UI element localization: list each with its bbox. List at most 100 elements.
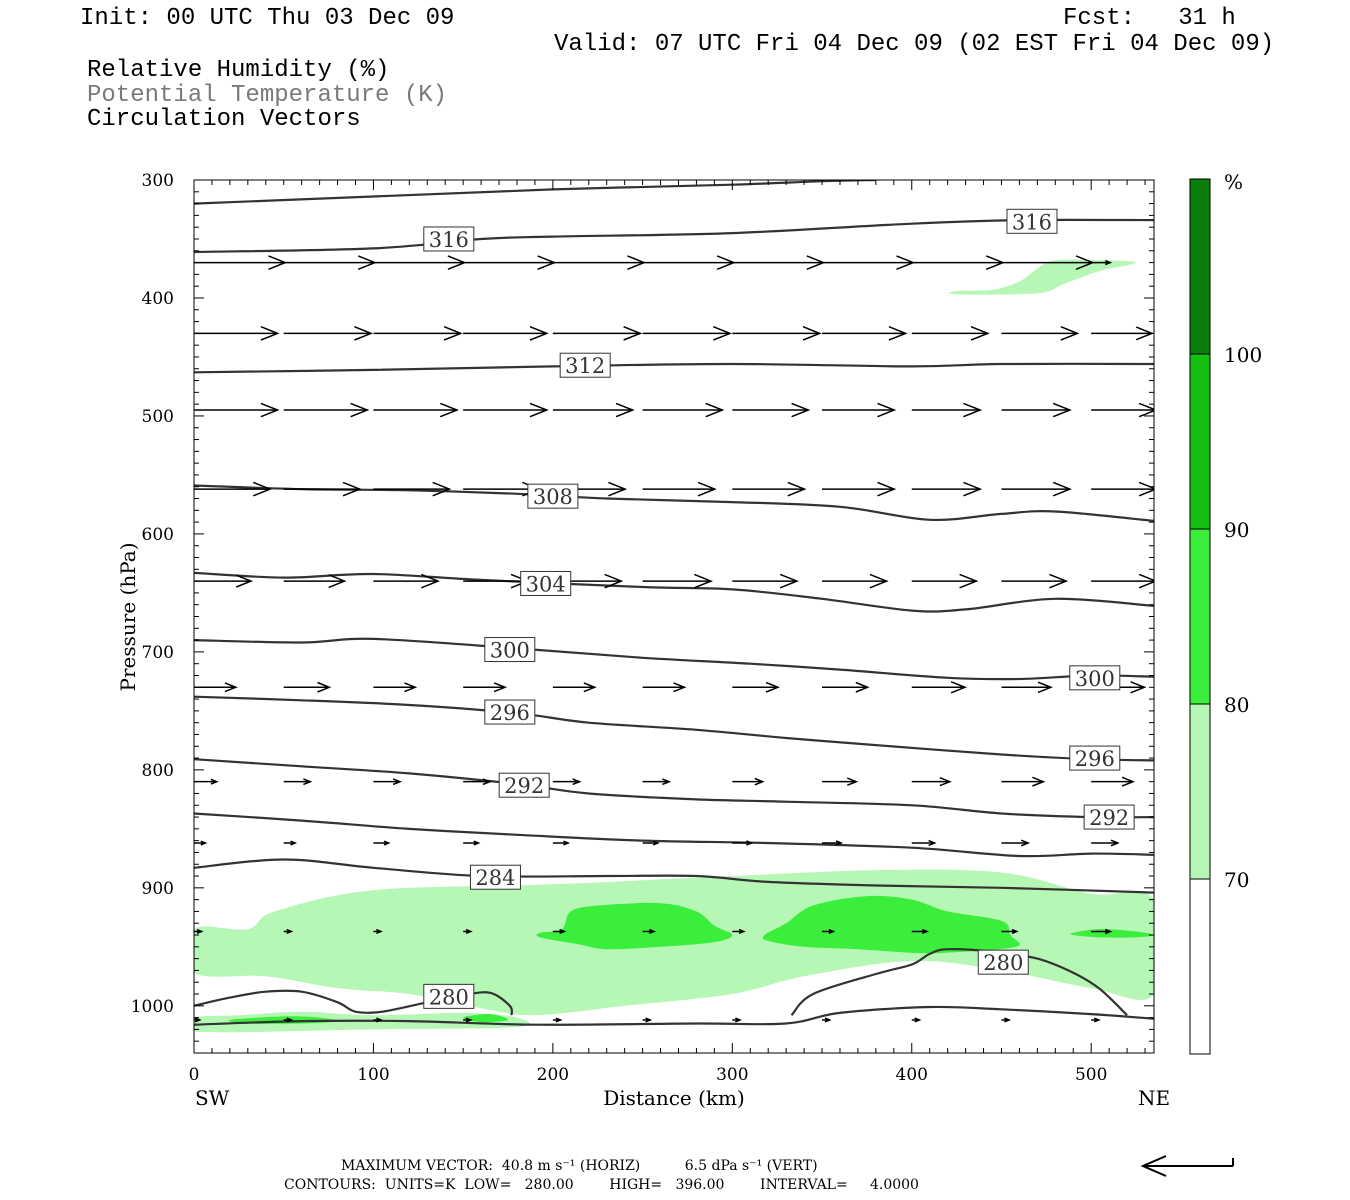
vector-head: [970, 326, 990, 341]
circulation-vector: [373, 1017, 384, 1023]
vector-head: [1032, 776, 1046, 787]
x-tick-label: 300: [716, 1065, 748, 1085]
circulation-vector: [463, 573, 530, 589]
vector-head: [623, 326, 643, 341]
colorbar-segment: [1190, 529, 1210, 704]
vector-head: [649, 928, 657, 934]
contour-label: 312: [565, 354, 605, 378]
x-tick-label: 500: [1075, 1065, 1107, 1085]
vector-head: [440, 402, 460, 418]
contour-label-box: [527, 483, 579, 509]
contour-label-box: [1083, 804, 1135, 830]
colorbar-segment: [1190, 179, 1210, 354]
vector-head: [224, 682, 238, 693]
reference-vector-icon: [1140, 1155, 1234, 1177]
y-tick-label: 300: [142, 171, 174, 191]
circulation-vector: [1001, 573, 1069, 589]
circulation-vector: [194, 326, 280, 341]
vector-head: [1037, 681, 1053, 694]
circulation-vector: [463, 402, 549, 418]
circulation-vector: [463, 840, 481, 846]
vector-head: [260, 402, 280, 418]
contour-label-box: [469, 864, 521, 890]
theta-contour-316: [194, 218, 1154, 254]
x-tick-label: 400: [896, 1065, 928, 1085]
contour-label-box: [1006, 208, 1058, 234]
colorbar: 70 80 90 100%: [1189, 170, 1262, 1055]
circulation-vector: [373, 481, 452, 497]
y-tick-label: 1000: [131, 997, 174, 1017]
vector-head: [694, 573, 714, 589]
vector-head: [354, 326, 374, 341]
contour-label: 292: [504, 774, 544, 798]
vector-head: [376, 1017, 384, 1023]
circulation-vector: [552, 402, 635, 418]
vector-head: [828, 928, 836, 934]
circulation-vector: [732, 481, 807, 497]
circulation-vector: [911, 928, 930, 935]
vector-head: [791, 402, 811, 418]
circulation-vector: [732, 928, 746, 934]
circulation-vector: [911, 255, 1006, 270]
circulation-vector: [642, 840, 660, 846]
circulation-vector: [194, 574, 254, 588]
vector-head: [877, 402, 897, 418]
contour-label-box: [484, 637, 536, 663]
vector-head: [604, 573, 624, 589]
circulation-vector: [642, 682, 687, 693]
circulation-vector: [373, 402, 460, 418]
x-end-label-sw: SW: [195, 1086, 230, 1110]
vector-head: [802, 326, 822, 341]
circulation-vector: [642, 1017, 653, 1023]
vector-head: [1049, 573, 1069, 589]
contour-labels: 316 316 312 308 304 300 300 296 296 292 292 284 280 2…: [423, 208, 1135, 1009]
circulation-vector: [373, 778, 403, 786]
circulation-vector: [552, 928, 567, 935]
circulation-vector: [552, 682, 597, 693]
circulation-vector: [1091, 839, 1120, 847]
circulation-vector: [463, 778, 492, 786]
circulation-vector: [463, 1017, 473, 1023]
theta-contour-312: [194, 362, 1154, 374]
circulation-vector: [642, 573, 714, 589]
circulation-vector: [642, 928, 657, 934]
vector-head: [1121, 776, 1136, 787]
vector-head: [583, 682, 597, 693]
circulation-vector: [642, 778, 672, 786]
y-tick-label: 700: [142, 643, 174, 663]
vector-head: [1052, 481, 1072, 497]
circulation-vector: [373, 682, 418, 693]
y-tick-label: 500: [142, 407, 174, 427]
contour-label: 292: [1089, 806, 1129, 830]
contour-label-box: [498, 772, 550, 798]
vector-head: [928, 839, 937, 847]
vector-head: [1011, 928, 1019, 935]
vector-head: [432, 481, 452, 497]
circulation-vector: [1001, 481, 1072, 497]
vector-head: [1138, 573, 1154, 589]
circulation-vector: [552, 840, 571, 846]
vector-head: [555, 1017, 563, 1023]
vector-head: [443, 326, 463, 341]
circulation-vector: [822, 777, 859, 786]
colorbar-tick-label: 70: [1224, 868, 1249, 892]
rh-region-80: [463, 1014, 509, 1023]
theta-contour-284: [194, 858, 1154, 894]
rh-shading: [194, 259, 1154, 1033]
vector-head: [645, 1017, 653, 1023]
vector-head: [376, 928, 384, 934]
vector-head: [615, 402, 635, 418]
circulation-vector: [1001, 402, 1072, 418]
circulation-vector: [552, 326, 643, 341]
circulation-vector: [732, 326, 822, 341]
theta-contour-320: [194, 180, 876, 205]
circulation-vector: [642, 255, 736, 270]
vector-head: [1138, 402, 1154, 418]
vector-head: [200, 840, 208, 846]
y-axis-label: Pressure (hPa): [116, 543, 140, 692]
circulation-vector: [373, 840, 391, 846]
contour-label: 296: [1075, 747, 1115, 771]
colorbar-segment: [1190, 704, 1210, 879]
vector-head: [824, 1017, 832, 1023]
circulation-vector: [1001, 839, 1031, 847]
